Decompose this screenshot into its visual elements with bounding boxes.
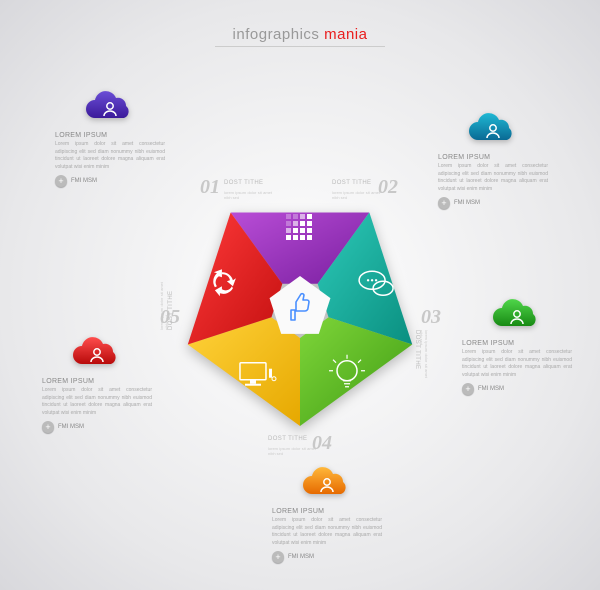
cloud-footer: + FMI MSM: [438, 197, 548, 209]
cloud-footer: + FMI MSM: [462, 383, 572, 395]
cloud-bodytext: Lorem ipsum dolor sit amet consectetur a…: [42, 387, 152, 417]
plus-icon[interactable]: +: [55, 175, 67, 187]
pentagon-svg: [175, 178, 425, 438]
cloud-block-c5: LOREM IPSUM Lorem ipsum dolor sit amet c…: [42, 336, 152, 433]
cloud-foot-label: FMI MSM: [288, 554, 314, 560]
cloud-icon: [67, 336, 127, 372]
plus-icon[interactable]: +: [42, 421, 54, 433]
cloud-block-c1: LOREM IPSUM Lorem ipsum dolor sit amet c…: [55, 90, 165, 187]
segment-microtext-03: lorem ipsum dolor sit amet nibh sed: [419, 330, 429, 378]
cloud-heading: LOREM IPSUM: [462, 340, 572, 347]
cloud-block-c3: LOREM IPSUM Lorem ipsum dolor sit amet c…: [462, 298, 572, 395]
cloud-footer: + FMI MSM: [272, 551, 382, 563]
plus-icon[interactable]: +: [462, 383, 474, 395]
cloud-bodytext: Lorem ipsum dolor sit amet consectetur a…: [438, 163, 548, 193]
cloud-foot-label: FMI MSM: [454, 200, 480, 206]
segment-microtext-04: lorem ipsum dolor sit amet nibh sed: [268, 446, 316, 456]
segment-microtext-05: lorem ipsum dolor sit amet nibh sed: [159, 282, 169, 330]
cloud-icon: [463, 112, 523, 148]
cloud-heading: LOREM IPSUM: [438, 154, 548, 161]
segment-label-04: DOST TITHE: [268, 436, 318, 442]
segment-number-01: 01: [200, 176, 220, 199]
plus-icon[interactable]: +: [272, 551, 284, 563]
segment-label-02: DOST TITHE: [332, 180, 382, 186]
cloud-footer: + FMI MSM: [55, 175, 165, 187]
cloud-heading: LOREM IPSUM: [42, 378, 152, 385]
cloud-footer: + FMI MSM: [42, 421, 152, 433]
cloud-block-c4: LOREM IPSUM Lorem ipsum dolor sit amet c…: [272, 466, 382, 563]
plus-icon[interactable]: +: [438, 197, 450, 209]
cloud-bodytext: Lorem ipsum dolor sit amet consectetur a…: [272, 517, 382, 547]
segment-label-01: DOST TITHE: [224, 180, 274, 186]
cloud-heading: LOREM IPSUM: [272, 508, 382, 515]
segment-number-03: 03: [421, 306, 441, 329]
segment-microtext-01: lorem ipsum dolor sit amet nibh sed: [224, 190, 272, 200]
infographic-stage: 01 DOST TITHE lorem ipsum dolor sit amet n…: [0, 0, 600, 590]
cloud-icon: [80, 90, 140, 126]
cloud-block-c2: LOREM IPSUM Lorem ipsum dolor sit amet c…: [438, 112, 548, 209]
cloud-foot-label: FMI MSM: [478, 386, 504, 392]
segment-microtext-02: lorem ipsum dolor sit amet nibh sed: [332, 190, 380, 200]
cloud-icon: [297, 466, 357, 502]
cloud-icon: [487, 298, 547, 334]
cloud-foot-label: FMI MSM: [71, 178, 97, 184]
cloud-foot-label: FMI MSM: [58, 424, 84, 430]
cloud-bodytext: Lorem ipsum dolor sit amet consectetur a…: [462, 349, 572, 379]
cloud-bodytext: Lorem ipsum dolor sit amet consectetur a…: [55, 141, 165, 171]
cloud-heading: LOREM IPSUM: [55, 132, 165, 139]
